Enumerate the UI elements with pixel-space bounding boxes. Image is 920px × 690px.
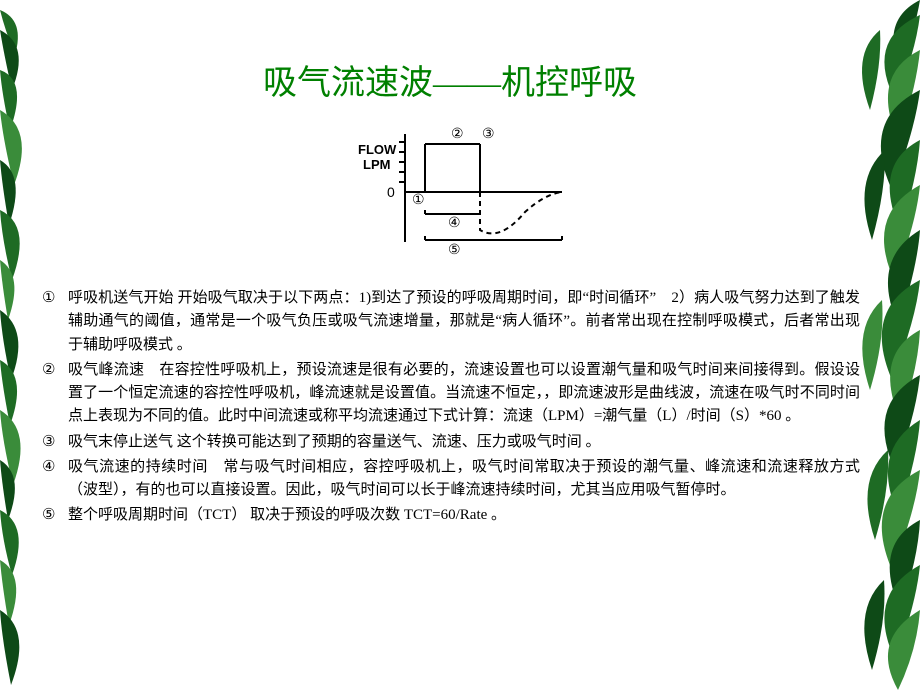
circ5-label: ⑤	[448, 243, 461, 258]
item-text: 整个呼吸周期时间（TCT） 取决于预设的呼吸次数 TCT=60/Rate 。	[68, 504, 860, 527]
item-text: 吸气末停止送气 这个转换可能达到了预期的容量送气、流速、压力或吸气时间 。	[68, 431, 860, 454]
slide-content: 吸气流速波——机控呼吸 ② ③ ① ④ ⑤	[40, 55, 860, 530]
lpm-axis-label: LPM	[363, 157, 390, 172]
item-marker: ⑤	[40, 504, 68, 527]
circ2-label: ②	[451, 127, 464, 142]
list-item: ④ 吸气流速的持续时间 常与吸气时间相应，容控呼吸机上，吸气时间常取决于预设的潮…	[40, 456, 860, 503]
list-item: ② 吸气峰流速 在容控性呼吸机上，预设流速是很有必要的，流速设置也可以设置潮气量…	[40, 359, 860, 429]
item-marker: ②	[40, 359, 68, 429]
body-text: ① 呼吸机送气开始 开始吸气取决于以下两点：1)到达了预设的呼吸周期时间，即“时…	[40, 287, 860, 528]
slide-title: 吸气流速波——机控呼吸	[40, 55, 860, 104]
item-marker: ①	[40, 287, 68, 357]
list-item: ① 呼吸机送气开始 开始吸气取决于以下两点：1)到达了预设的呼吸周期时间，即“时…	[40, 287, 860, 357]
list-item: ⑤ 整个呼吸周期时间（TCT） 取决于预设的呼吸次数 TCT=60/Rate 。	[40, 504, 860, 527]
flow-axis-label: FLOW	[358, 142, 397, 157]
flow-waveform-diagram: ② ③ ① ④ ⑤ FLOW LPM 0	[330, 122, 570, 267]
item-text: 呼吸机送气开始 开始吸气取决于以下两点：1)到达了预设的呼吸周期时间，即“时间循…	[68, 287, 860, 357]
item-text: 吸气流速的持续时间 常与吸气时间相应，容控呼吸机上，吸气时间常取决于预设的潮气量…	[68, 456, 860, 503]
list-item: ③ 吸气末停止送气 这个转换可能达到了预期的容量送气、流速、压力或吸气时间 。	[40, 431, 860, 454]
circ4-label: ④	[448, 216, 461, 231]
circ1-label: ①	[412, 193, 425, 208]
item-text: 吸气峰流速 在容控性呼吸机上，预设流速是很有必要的，流速设置也可以设置潮气量和吸…	[68, 359, 860, 429]
circ3-label: ③	[482, 127, 495, 142]
item-marker: ④	[40, 456, 68, 503]
item-marker: ③	[40, 431, 68, 454]
zero-axis-label: 0	[387, 184, 395, 200]
